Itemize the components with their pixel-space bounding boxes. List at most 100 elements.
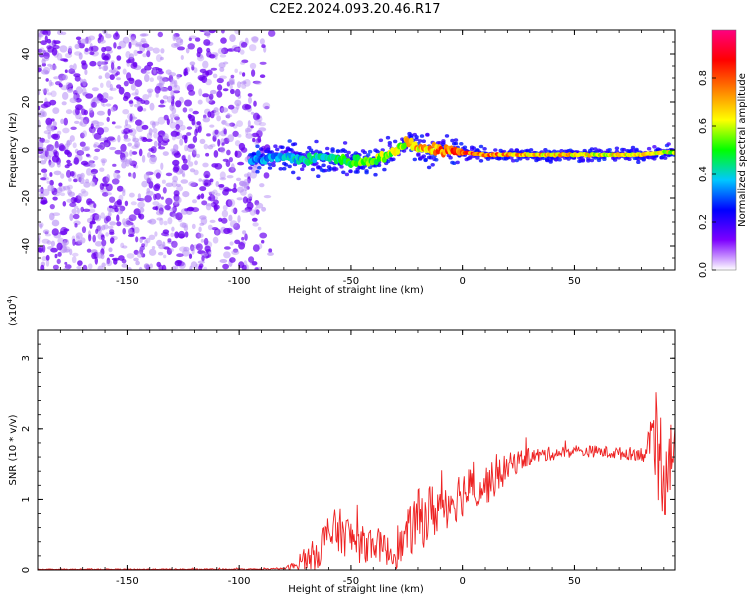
spectrogram-noise-cell <box>171 240 178 248</box>
spectrogram-signal-halo <box>314 149 319 154</box>
spectrogram-noise-cell <box>94 214 102 222</box>
spectrogram-noise-cell <box>81 108 86 116</box>
colorbar-tick-label: 0.0 <box>698 262 709 278</box>
spectrogram-noise-cell <box>219 259 228 263</box>
spectrogram-noise-cell <box>228 157 233 163</box>
spectrogram-signal-halo <box>545 158 550 162</box>
spectrogram-noise-cell <box>142 71 151 75</box>
spectrogram-signal-halo <box>258 147 264 151</box>
spectrogram-noise-cell <box>251 132 260 138</box>
spectrogram-noise-cell <box>58 185 66 192</box>
spectrogram-noise-cell <box>219 67 225 72</box>
spectrogram-noise-cell <box>102 65 108 71</box>
spectrogram-noise-cell <box>45 117 53 126</box>
spectrogram-y-axis-label: Frequency (Hz) <box>8 112 19 188</box>
spectrogram-noise-cell <box>38 30 43 38</box>
spectrogram-noise-cell <box>221 217 228 224</box>
spectrogram-noise-cell <box>239 180 245 186</box>
spectrogram-noise-cell <box>226 149 231 156</box>
spectrogram-noise-cell <box>202 60 209 69</box>
spectrogram-noise-cell <box>162 187 167 194</box>
spectrogram-noise-cell <box>234 150 242 158</box>
spectrogram-noise-cell <box>245 129 249 136</box>
spectrogram-noise-cell <box>74 120 80 124</box>
spectrogram-signal-halo <box>283 163 289 167</box>
spectrogram-noise-cell <box>149 77 154 82</box>
spectrogram-noise-cell <box>126 59 131 64</box>
spectrogram-noise-cell <box>136 251 143 258</box>
spectrogram-noise-cell <box>49 145 58 153</box>
spectrogram-noise-cell <box>215 192 221 197</box>
spectrogram-noise-cell <box>44 233 52 237</box>
spectrogram-noise-cell <box>201 255 205 262</box>
spectrogram-noise-cell <box>175 38 183 44</box>
spectrogram-noise-cell <box>225 123 233 127</box>
spectrogram-noise-cell <box>170 130 179 138</box>
spectrogram-noise-cell <box>52 107 60 114</box>
spectrogram-noise-cell <box>150 146 157 154</box>
spectrogram-signal-halo <box>478 144 484 149</box>
spectrogram-noise-cell <box>109 231 115 236</box>
spectrogram-noise-cell <box>134 226 140 234</box>
spectrogram-noise-cell <box>114 125 122 129</box>
spectrogram-noise-cell <box>38 247 43 253</box>
spectrogram-signal-halo <box>348 169 353 174</box>
spectrogram-signal-halo <box>314 139 319 144</box>
spectrogram-x-tick-label: -150 <box>116 276 139 287</box>
spectrogram-noise-cell <box>109 237 115 244</box>
spectrogram-noise-cell <box>239 71 242 75</box>
spectrogram-noise-cell <box>124 124 132 130</box>
snr-panel: -150 -100 -50 0 50 0 1 2 3 Height of straight l… <box>6 295 676 595</box>
spectrogram-noise-cell <box>102 142 109 148</box>
spectrogram-noise-cell <box>156 217 163 221</box>
spectrogram-noise-cell <box>209 194 216 202</box>
spectrogram-noise-cell <box>167 217 173 225</box>
spectrogram-noise-cell <box>156 75 163 81</box>
spectrogram-noise-cell <box>100 212 105 219</box>
spectrogram-signal-halo <box>342 141 348 145</box>
spectrogram-noise-cell <box>242 72 246 77</box>
spectrogram-noise-cell <box>231 249 240 256</box>
spectrogram-noise-cell <box>249 44 257 52</box>
spectrogram-noise-cell <box>237 134 242 138</box>
spectrogram-noise-cell <box>85 178 90 184</box>
spectrogram-noise-cell <box>244 183 248 192</box>
spectrogram-noise-cell <box>38 237 41 245</box>
spectrogram-noise-cell <box>98 33 103 38</box>
spectrogram-noise-cell <box>152 201 160 206</box>
spectrogram-noise-cell <box>163 133 169 141</box>
spectrogram-noise-cell <box>252 244 260 252</box>
spectrogram-signal-halo <box>344 153 350 158</box>
spectrogram-noise-cell <box>40 40 47 46</box>
spectrogram-noise-cell <box>237 161 245 166</box>
spectrogram-noise-cell <box>179 124 186 131</box>
spectrogram-noise-cell <box>91 120 100 127</box>
spectrogram-noise-cell <box>223 251 231 259</box>
spectrogram-noise-cell <box>75 104 83 111</box>
spectrogram-noise-cell <box>106 174 111 183</box>
spectrogram-noise-cell <box>88 126 96 134</box>
spectrogram-noise-cell <box>234 99 242 107</box>
spectrogram-signal-halo <box>376 163 382 168</box>
spectrogram-noise-cell <box>126 266 132 270</box>
spectrogram-signal-cell <box>256 150 261 157</box>
snr-x-tick-label: -50 <box>343 576 359 587</box>
spectrogram-noise-cell <box>47 46 55 53</box>
spectrogram-noise-cell <box>188 253 193 259</box>
spectrogram-noise-cell <box>49 179 54 186</box>
spectrogram-noise-cell <box>261 44 266 48</box>
spectrogram-signal-halo <box>621 147 627 152</box>
spectrogram-noise-cell <box>140 136 147 140</box>
spectrogram-noise-cell <box>123 128 131 134</box>
spectrogram-noise-cell <box>77 39 82 45</box>
spectrogram-noise-cell <box>63 240 67 247</box>
spectrogram-noise-cell <box>111 178 120 185</box>
spectrogram-noise-cell <box>141 180 148 188</box>
spectrogram-noise-cell <box>219 75 227 80</box>
spectrogram-noise-cell <box>155 93 159 98</box>
spectrogram-noise-cell <box>213 199 219 205</box>
spectrogram-noise-cell <box>228 214 233 222</box>
spectrogram-noise-cell <box>185 47 190 54</box>
spectrogram-noise-cell <box>157 135 163 143</box>
spectrogram-noise-cell <box>106 257 111 265</box>
